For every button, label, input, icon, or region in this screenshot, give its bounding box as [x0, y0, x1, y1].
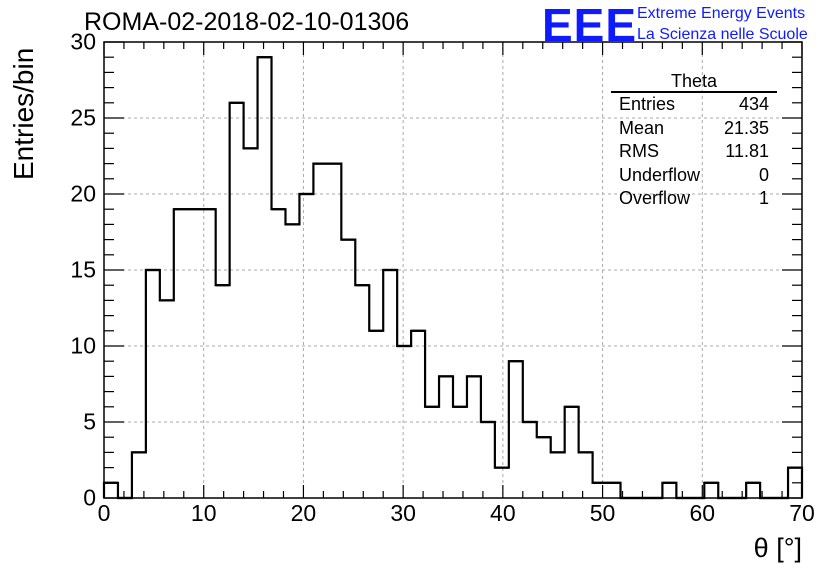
- stats-value: 21.35: [723, 117, 769, 138]
- logo-line-2: La Scienza nelle Scuole: [637, 26, 808, 43]
- stats-box: Theta Entries 434 Mean 21.35 RMS 11.81 Underfl…: [611, 71, 777, 211]
- x-tick-label: 60: [689, 500, 716, 526]
- y-tick-label: 10: [70, 332, 96, 359]
- x-tick-label: 70: [789, 500, 815, 526]
- y-tick-label: 20: [70, 180, 96, 207]
- stats-row: Overflow 1: [611, 187, 777, 211]
- x-axis-label: θ [°]: [753, 533, 802, 563]
- x-tick-label: 30: [390, 500, 416, 526]
- x-tick-label: 50: [589, 500, 616, 526]
- stats-label: Mean: [619, 117, 665, 138]
- stats-label: Overflow: [619, 188, 691, 208]
- x-tick-label: 10: [190, 500, 217, 526]
- y-tick-label: 15: [70, 256, 96, 283]
- stats-value: 1: [758, 188, 769, 208]
- stats-label: RMS: [619, 141, 659, 161]
- y-tick-label: 25: [70, 104, 96, 131]
- stats-row: RMS 11.81: [611, 140, 777, 164]
- logo-mark: EEE: [542, 0, 638, 51]
- x-tick-label: 20: [290, 500, 317, 526]
- y-tick-label: 0: [83, 484, 96, 511]
- stats-row: Mean 21.35: [611, 117, 777, 141]
- y-axis-label: Entries/bin: [8, 47, 39, 180]
- stats-value: 0: [758, 164, 769, 185]
- chart-title: ROMA-02-2018-02-10-01306: [84, 8, 410, 36]
- stats-rows: Entries 434 Mean 21.35 RMS 11.81 Underflow 0 Ove…: [611, 93, 777, 211]
- stats-row: Underflow 0: [611, 164, 777, 188]
- logo-line-1: Extreme Energy Events: [637, 5, 806, 22]
- stats-value: 434: [738, 94, 769, 114]
- stats-row: Entries 434: [611, 93, 777, 117]
- x-tick-label: 40: [490, 500, 516, 526]
- stats-title: Theta: [611, 71, 777, 93]
- eee-logo: EEE Extreme Energy Events La Scienza nel…: [542, 0, 808, 51]
- y-tick-label: 5: [83, 408, 96, 435]
- x-tick-label: 0: [97, 500, 111, 526]
- stats-label: Entries: [619, 94, 676, 114]
- y-tick-label: 30: [70, 28, 96, 55]
- stats-label: Underflow: [619, 164, 701, 185]
- stats-value: 11.81: [725, 141, 769, 161]
